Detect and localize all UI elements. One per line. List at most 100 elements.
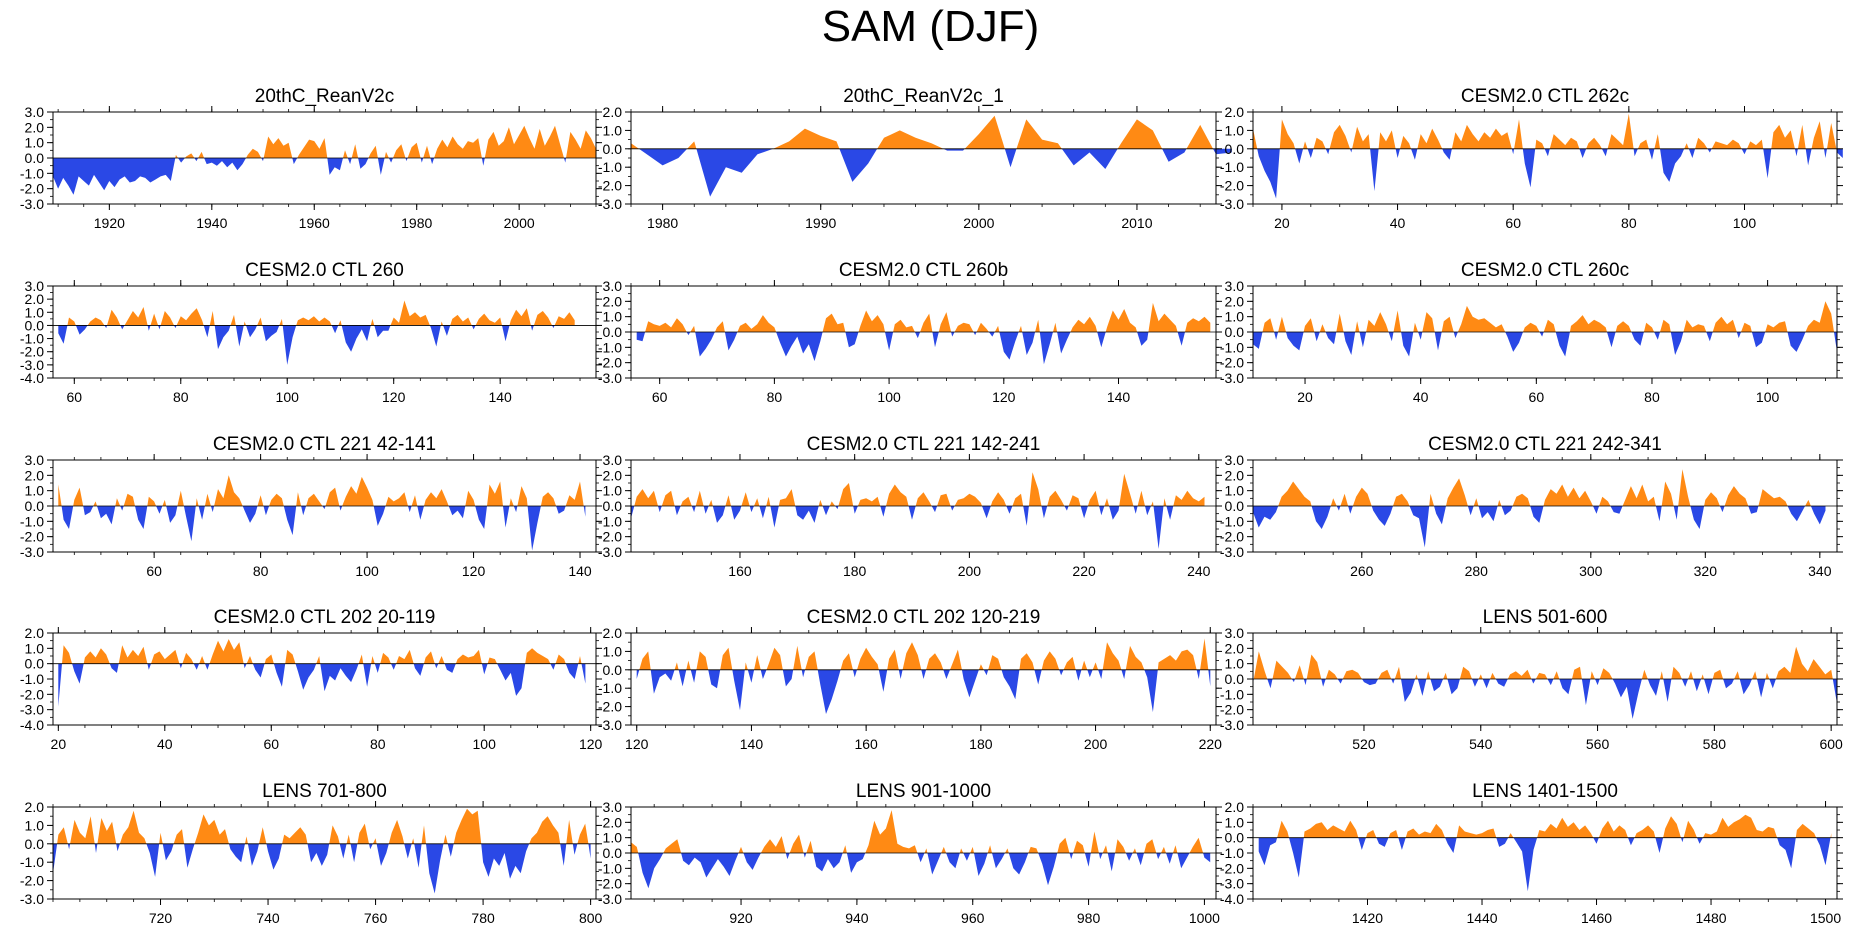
panel-2: 2.0 1.0 0.0 -1.0 -2.0 -3.0 1980 1990 2000 2010 20t… bbox=[598, 86, 1232, 231]
xtick-label: 1460 bbox=[1581, 910, 1612, 926]
ytick-label: 2.0 bbox=[25, 467, 45, 483]
xtick-label: 2010 bbox=[1121, 215, 1152, 231]
panel-5: 3.02.01.00.0-1.0-2.0-3.0 60 80 100 120 140 CES… bbox=[598, 260, 1222, 405]
ytick-label: 0.0 bbox=[1225, 141, 1245, 157]
ytick-label: -2.0 bbox=[1220, 178, 1244, 194]
ytick-label: -1.0 bbox=[1220, 686, 1244, 702]
xtick-label: 760 bbox=[364, 910, 388, 926]
ytick-label: -1.0 bbox=[1220, 339, 1244, 355]
xtick-label: 1960 bbox=[299, 215, 330, 231]
ytick-label: 2.0 bbox=[603, 814, 623, 830]
panel-title: 20thC_ReanV2c_1 bbox=[843, 86, 1004, 107]
xtick-label: 80 bbox=[1644, 389, 1660, 405]
xtick-label: 1990 bbox=[805, 215, 836, 231]
xtick-label: 60 bbox=[1505, 215, 1521, 231]
ytick-label: 1.0 bbox=[25, 817, 45, 833]
ytick-label: 0.0 bbox=[603, 141, 623, 157]
ytick-label: 2.0 bbox=[603, 467, 623, 483]
ytick-label: 0.0 bbox=[25, 150, 45, 166]
panel-title: LENS 501-600 bbox=[1483, 607, 1608, 628]
ytick-label: -3.0 bbox=[598, 544, 622, 560]
ytick-label: 0.0 bbox=[1225, 324, 1245, 340]
ytick-label: -3.0 bbox=[20, 544, 44, 560]
negative-area bbox=[1258, 837, 1832, 892]
xtick-label: 40 bbox=[1413, 389, 1429, 405]
xtick-label: 40 bbox=[157, 736, 173, 752]
ytick-label: -2.0 bbox=[598, 529, 622, 545]
ytick-label: 2.0 bbox=[1225, 293, 1245, 309]
panel-title: LENS 901-1000 bbox=[856, 781, 991, 802]
ytick-label: 1.0 bbox=[603, 830, 623, 846]
ytick-label: -3.0 bbox=[20, 891, 44, 907]
ytick-label: -1.0 bbox=[20, 165, 44, 181]
positive-area bbox=[631, 115, 1232, 149]
ytick-label: 3.0 bbox=[1225, 625, 1245, 641]
negative-area bbox=[631, 853, 1211, 889]
xtick-label: 1500 bbox=[1810, 910, 1841, 926]
ytick-label: -4.0 bbox=[20, 370, 44, 386]
ytick-label: 1.0 bbox=[25, 304, 45, 320]
positive-area bbox=[53, 808, 591, 844]
ytick-label: 3.0 bbox=[603, 278, 623, 294]
ytick-label: 1.0 bbox=[1225, 122, 1245, 138]
xtick-label: 100 bbox=[877, 389, 901, 405]
ytick-label: 2.0 bbox=[603, 293, 623, 309]
xtick-label: 340 bbox=[1808, 563, 1832, 579]
xtick-label: 40 bbox=[1390, 215, 1406, 231]
ytick-label: -3.0 bbox=[1220, 876, 1244, 892]
ytick-label: -1.0 bbox=[1220, 513, 1244, 529]
panel-12: 3.02.01.00.0-1.0-2.0-3.0 520 540 560 580 600 L… bbox=[1220, 607, 1843, 752]
xtick-label: 920 bbox=[729, 910, 753, 926]
negative-area bbox=[1253, 506, 1826, 548]
xtick-label: 60 bbox=[263, 736, 279, 752]
ytick-label: -1.0 bbox=[598, 680, 622, 696]
xtick-label: 80 bbox=[253, 563, 269, 579]
xtick-label: 1480 bbox=[1695, 910, 1726, 926]
negative-area bbox=[58, 506, 586, 551]
xtick-label: 60 bbox=[652, 389, 668, 405]
positive-area bbox=[58, 639, 586, 664]
xtick-label: 120 bbox=[579, 736, 603, 752]
plot-frame bbox=[52, 285, 597, 379]
ytick-label: 2.0 bbox=[25, 799, 45, 815]
xtick-label: 300 bbox=[1579, 563, 1603, 579]
panel-9: 3.02.01.00.0-1.0-2.0-3.0 260 280 300 320 340 C… bbox=[1220, 434, 1843, 579]
ytick-label: -3.0 bbox=[1220, 370, 1244, 386]
panel-10: 2.01.00.0-1.0-2.0-3.0-4.0 20 40 60 80 100 120 C… bbox=[20, 607, 603, 752]
panel-title: CESM2.0 CTL 260b bbox=[839, 260, 1008, 281]
xtick-label: 140 bbox=[488, 389, 512, 405]
panel-title: CESM2.0 CTL 202 120-219 bbox=[807, 607, 1041, 628]
negative-area bbox=[631, 148, 1232, 197]
ytick-label: -1.0 bbox=[598, 860, 622, 876]
xtick-label: 160 bbox=[854, 736, 878, 752]
xtick-label: 180 bbox=[969, 736, 993, 752]
ytick-label: -2.0 bbox=[20, 181, 44, 197]
xtick-label: 800 bbox=[579, 910, 603, 926]
ytick-label: 1.0 bbox=[603, 483, 623, 499]
panel-title: LENS 1401-1500 bbox=[1472, 781, 1618, 802]
negative-area bbox=[53, 158, 596, 195]
xtick-label: 200 bbox=[958, 563, 982, 579]
xtick-label: 1420 bbox=[1352, 910, 1383, 926]
xtick-label: 260 bbox=[1350, 563, 1374, 579]
positive-area bbox=[53, 125, 596, 158]
xtick-label: 60 bbox=[146, 563, 162, 579]
xtick-label: 520 bbox=[1352, 736, 1376, 752]
negative-area bbox=[1253, 679, 1837, 719]
xtick-label: 20 bbox=[1274, 215, 1290, 231]
xtick-label: 2000 bbox=[504, 215, 535, 231]
positive-area bbox=[636, 302, 1211, 332]
positive-area bbox=[1253, 301, 1837, 332]
xtick-label: 600 bbox=[1819, 736, 1843, 752]
panel-1: 3.02.01.00.0-1.0-2.0-3.0 1920 1940 1960 1980… bbox=[20, 86, 602, 231]
positive-area bbox=[636, 638, 1211, 670]
negative-area bbox=[58, 325, 575, 365]
ytick-label: 3.0 bbox=[25, 452, 45, 468]
ytick-label: 0.0 bbox=[25, 317, 45, 333]
xtick-label: 960 bbox=[961, 910, 985, 926]
positive-area bbox=[1258, 814, 1832, 838]
xtick-label: 1440 bbox=[1466, 910, 1497, 926]
xtick-label: 540 bbox=[1469, 736, 1493, 752]
